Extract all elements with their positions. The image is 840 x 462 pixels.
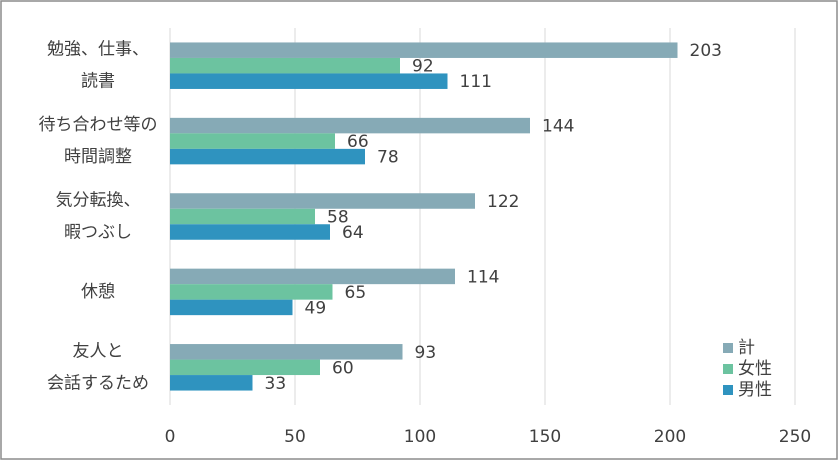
y-tick-label: 読書 — [81, 72, 115, 92]
value-label: 49 — [305, 298, 327, 318]
legend-label: 女性 — [738, 359, 772, 379]
value-label: 92 — [412, 57, 434, 77]
legend-label: 計 — [738, 338, 755, 358]
value-label: 78 — [377, 148, 399, 168]
value-label: 111 — [460, 72, 492, 92]
x-tick-label: 200 — [654, 427, 686, 447]
value-label: 58 — [327, 208, 349, 228]
bar — [170, 193, 475, 209]
y-tick-label: 会話するため — [47, 373, 149, 393]
value-label: 203 — [690, 41, 722, 61]
x-tick-label: 100 — [404, 427, 436, 447]
y-tick-label: 友人と — [73, 341, 124, 361]
bar — [170, 299, 293, 316]
value-label: 65 — [345, 283, 367, 303]
bar — [170, 42, 678, 58]
value-label: 122 — [487, 192, 519, 212]
bar — [170, 148, 365, 165]
value-label: 93 — [415, 343, 437, 363]
legend-swatch — [723, 364, 733, 374]
value-label: 64 — [342, 223, 364, 243]
bar — [170, 284, 333, 300]
value-label: 60 — [332, 358, 354, 378]
value-label: 144 — [542, 117, 574, 137]
legend-swatch — [723, 343, 733, 353]
y-tick-label: 気分転換、 — [56, 191, 141, 211]
x-tick-label: 50 — [284, 427, 306, 447]
x-tick-label: 150 — [529, 427, 561, 447]
bar — [170, 133, 335, 149]
y-tick-label: 勉強、仕事、 — [47, 40, 149, 60]
value-label: 114 — [467, 267, 499, 287]
bar — [170, 224, 330, 240]
legend-label: 男性 — [738, 380, 772, 400]
bar — [170, 359, 320, 376]
bar — [170, 208, 315, 225]
x-tick-label: 0 — [165, 427, 176, 447]
bar — [170, 117, 530, 134]
legend-swatch — [723, 385, 733, 395]
value-label: 33 — [265, 374, 287, 394]
y-tick-label: 待ち合わせ等の — [39, 115, 158, 135]
bar — [170, 268, 455, 285]
y-tick-label: 時間調整 — [64, 147, 132, 167]
bar — [170, 344, 403, 360]
y-tick-label: 休憩 — [81, 282, 115, 302]
x-tick-label: 250 — [779, 427, 811, 447]
bar — [170, 375, 253, 391]
bar — [170, 73, 448, 89]
y-tick-label: 暇つぶし — [64, 223, 132, 243]
value-label: 66 — [347, 132, 369, 152]
bar — [170, 57, 400, 74]
